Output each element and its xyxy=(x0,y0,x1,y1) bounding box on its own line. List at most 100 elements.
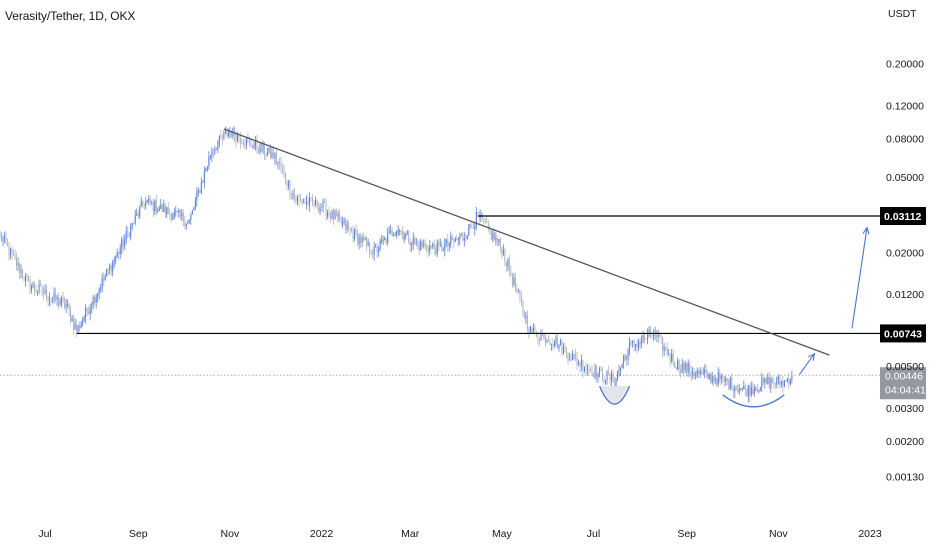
level-price-label: 0.00743 xyxy=(884,328,922,340)
candle xyxy=(472,222,474,230)
candle xyxy=(400,229,402,236)
candle xyxy=(199,188,201,194)
candle xyxy=(641,335,643,349)
candle xyxy=(558,343,560,352)
candle xyxy=(170,212,172,223)
candle xyxy=(768,371,770,390)
candle xyxy=(678,358,680,375)
candle xyxy=(280,157,282,173)
candle xyxy=(532,322,534,335)
candle xyxy=(173,208,175,220)
candle xyxy=(519,289,521,303)
candle xyxy=(366,235,368,252)
candle xyxy=(624,354,626,362)
candle xyxy=(420,238,422,252)
candle xyxy=(158,205,160,212)
candle xyxy=(71,315,73,322)
candle xyxy=(250,138,252,148)
candle xyxy=(436,239,438,257)
candle xyxy=(774,382,776,389)
candle xyxy=(600,366,602,372)
candle xyxy=(671,349,673,364)
candle xyxy=(414,235,416,246)
candle xyxy=(433,239,435,256)
candle xyxy=(779,373,781,389)
candle xyxy=(777,374,779,385)
candle xyxy=(373,241,375,261)
candle xyxy=(432,242,434,250)
candles xyxy=(0,125,793,403)
candle xyxy=(496,236,498,247)
candle xyxy=(567,352,569,366)
time-tick-label: 2023 xyxy=(858,528,882,540)
candle xyxy=(363,232,365,242)
candle xyxy=(565,346,568,359)
candle xyxy=(411,241,413,252)
annotations: 0.03112 0.00743 0.00446 04:04:41 xyxy=(0,128,926,408)
candle xyxy=(218,135,220,148)
candle xyxy=(229,126,231,139)
candle xyxy=(576,352,578,371)
rounded-bottom-marker[interactable] xyxy=(722,394,785,408)
price-axis: 0.20000 0.12000 0.08000 0.05000 0.02000 0.012… xyxy=(886,8,924,483)
candle xyxy=(43,286,45,300)
candle xyxy=(556,333,558,349)
descending-trendline[interactable] xyxy=(223,128,830,356)
candle xyxy=(23,276,25,282)
candle xyxy=(405,233,407,240)
candle xyxy=(656,329,658,343)
candle xyxy=(531,326,533,334)
candle xyxy=(495,232,497,246)
candle xyxy=(385,237,387,245)
candle xyxy=(648,326,650,338)
candle xyxy=(741,387,743,392)
candle-countdown: 04:04:41 xyxy=(885,384,926,396)
candle xyxy=(196,187,198,207)
candle xyxy=(262,140,264,155)
candle xyxy=(352,225,354,243)
candle xyxy=(477,212,479,214)
candle xyxy=(408,229,410,245)
candle xyxy=(272,146,274,159)
candle xyxy=(139,205,141,219)
candle xyxy=(91,302,93,314)
candle xyxy=(507,257,509,271)
candle xyxy=(318,202,320,213)
candle xyxy=(348,220,350,232)
candle xyxy=(426,244,428,253)
candle xyxy=(310,196,312,202)
candle xyxy=(713,375,715,387)
candle xyxy=(197,187,199,197)
target-arrow[interactable] xyxy=(851,226,870,329)
candle xyxy=(490,229,492,241)
candle xyxy=(752,381,754,396)
candle xyxy=(275,148,278,166)
candle xyxy=(95,293,97,309)
candle xyxy=(103,272,105,286)
candle xyxy=(684,360,686,374)
candle xyxy=(17,257,19,272)
candle xyxy=(758,389,760,394)
rounded-bottom-marker[interactable] xyxy=(598,385,631,405)
candle xyxy=(181,208,183,221)
candle xyxy=(484,217,486,224)
candle xyxy=(128,232,130,238)
candle xyxy=(577,359,580,367)
candle xyxy=(274,152,276,165)
candle xyxy=(97,292,99,303)
candle xyxy=(732,385,734,399)
candle xyxy=(574,348,577,362)
candle xyxy=(421,240,423,250)
target-arrow[interactable] xyxy=(798,352,816,375)
candle xyxy=(710,371,712,385)
candle xyxy=(118,251,120,261)
candle xyxy=(241,138,243,145)
candle xyxy=(528,326,530,339)
candle xyxy=(254,135,256,151)
candle xyxy=(161,202,163,213)
candle xyxy=(606,369,608,385)
candle xyxy=(759,386,761,392)
candle xyxy=(44,284,46,295)
time-tick-label: Mar xyxy=(401,528,420,540)
